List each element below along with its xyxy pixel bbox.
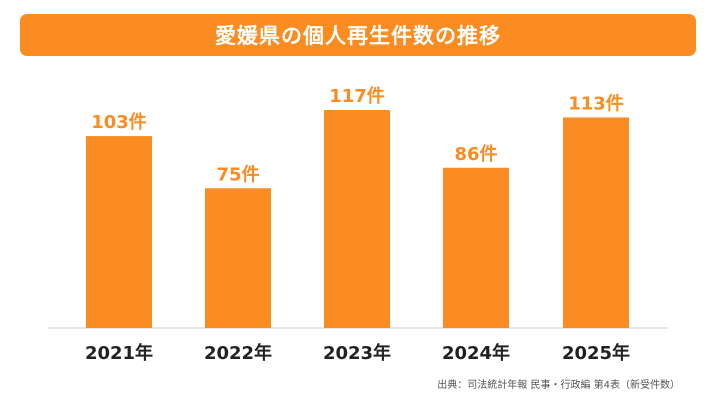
bar-5 — [563, 117, 629, 328]
data-label-1: 103件 — [91, 111, 147, 133]
bar-2 — [205, 188, 271, 328]
x-tick-label-4: 2024年 — [442, 342, 510, 364]
bar-4 — [443, 167, 509, 328]
chart-title: 愛媛県の個人再生件数の推移 — [215, 24, 501, 48]
data-label-5: 113件 — [568, 92, 624, 114]
source-note: 出典：司法統計年報 民事・行政編 第4表（新受件数） — [437, 380, 680, 391]
bar-3 — [324, 110, 390, 328]
x-tick-label-5: 2025年 — [562, 342, 630, 364]
data-label-3: 117件 — [329, 85, 385, 107]
bar-1 — [86, 136, 152, 328]
title-banner: 愛媛県の個人再生件数の推移 — [20, 14, 696, 56]
x-tick-label-1: 2021年 — [85, 342, 153, 364]
data-label-2: 75件 — [216, 163, 259, 185]
x-tick-label-3: 2023年 — [323, 342, 391, 364]
x-tick-label-2: 2022年 — [204, 342, 272, 364]
data-label-4: 86件 — [454, 143, 497, 165]
